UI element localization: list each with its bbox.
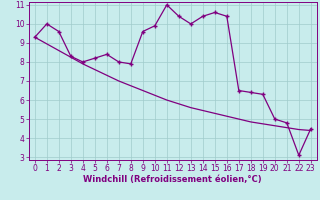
X-axis label: Windchill (Refroidissement éolien,°C): Windchill (Refroidissement éolien,°C) bbox=[84, 175, 262, 184]
